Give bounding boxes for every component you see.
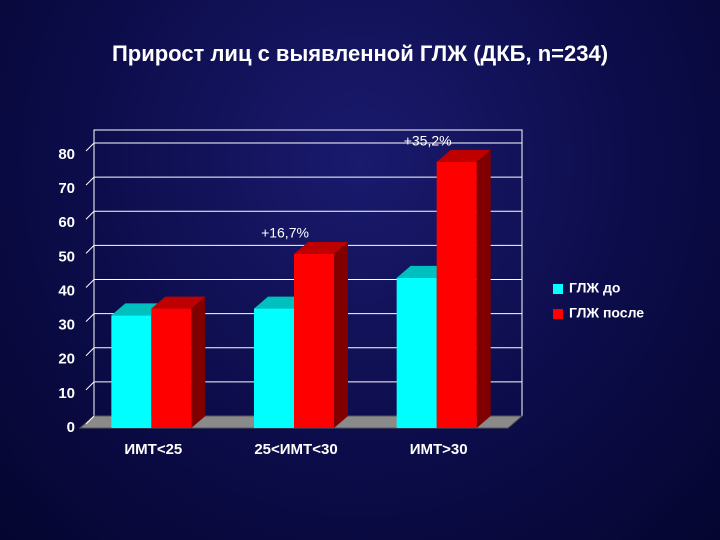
tick-mark [85, 279, 95, 288]
tick-mark [85, 381, 95, 391]
bar-top [151, 296, 206, 309]
x-tick-label: ИМТ>30 [410, 441, 468, 458]
y-tick-label: 40 [58, 282, 75, 299]
tick-mark [85, 142, 95, 152]
bar-side [334, 241, 348, 428]
tick-mark [85, 245, 95, 254]
y-tick-label: 50 [58, 248, 75, 265]
y-tick-label: 0 [67, 419, 75, 436]
tick-mark [85, 415, 95, 425]
legend-swatch [553, 284, 563, 294]
bar [111, 315, 152, 428]
legend-swatch [553, 309, 563, 319]
tick-mark [85, 313, 95, 322]
bar [436, 161, 477, 428]
tick-mark [85, 210, 95, 220]
y-tick-label: 20 [58, 351, 75, 368]
bar-top [436, 149, 491, 162]
y-tick-label: 60 [58, 214, 75, 231]
x-tick-label: ИМТ<25 [124, 441, 182, 458]
y-tick-label: 80 [58, 146, 75, 163]
chart-title: Прирост лиц с выявленной ГЛЖ (ДКБ, n=234… [112, 41, 608, 66]
bar [151, 308, 192, 428]
bar-side [476, 149, 491, 428]
annotation: +35,2% [404, 133, 452, 149]
annotation: +16,7% [261, 225, 309, 241]
bar-top [294, 241, 348, 254]
bar [254, 308, 294, 428]
bar [396, 277, 437, 428]
y-tick-label: 30 [58, 317, 75, 334]
bar [294, 253, 334, 428]
y-tick-label: 10 [58, 385, 75, 402]
tick-mark [85, 347, 95, 357]
y-tick-label: 70 [58, 180, 75, 197]
tick-mark [85, 176, 95, 186]
bar-side [191, 296, 206, 428]
legend-label: ГЛЖ после [569, 305, 644, 321]
x-tick-label: 25<ИМТ<30 [254, 441, 337, 458]
legend-label: ГЛЖ до [569, 280, 620, 296]
